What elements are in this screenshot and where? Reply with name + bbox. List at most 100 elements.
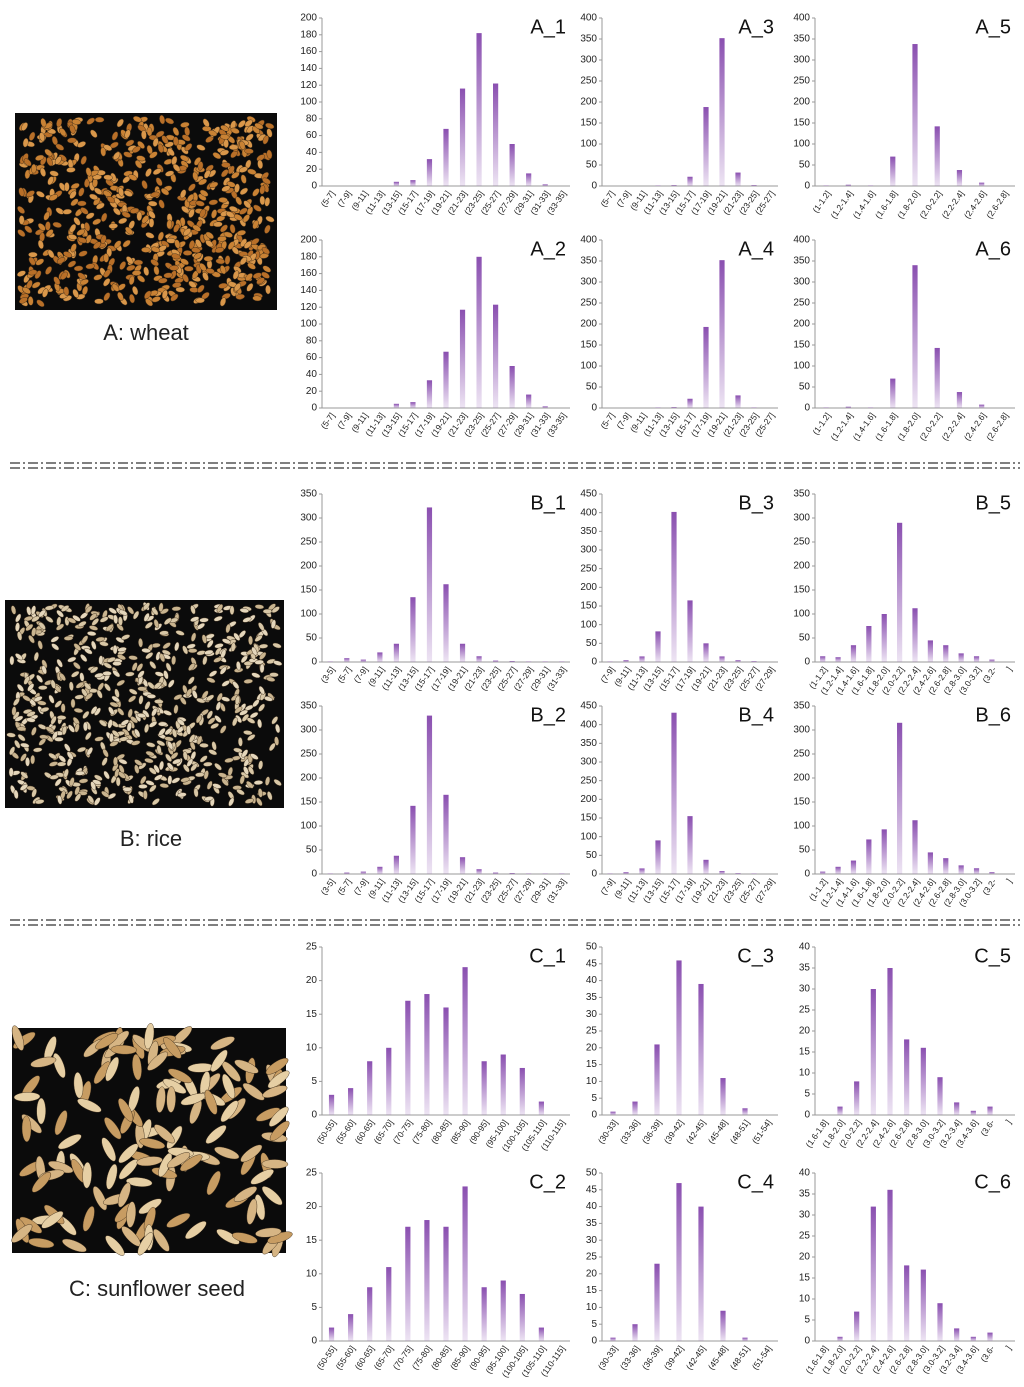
y-tick-label: 0 (804, 1336, 810, 1347)
y-tick-label: 200 (300, 773, 317, 784)
seed (218, 197, 228, 203)
y-tick-label: 350 (300, 489, 317, 500)
y-tick-label: 10 (306, 1268, 318, 1279)
y-tick-label: 50 (586, 942, 598, 953)
seed (264, 224, 271, 234)
seed (112, 661, 122, 666)
y-tick-label: 35 (799, 963, 811, 974)
seed (64, 182, 70, 192)
seed (191, 247, 201, 254)
seed (173, 223, 180, 233)
bar (654, 1044, 660, 1115)
bar (610, 1111, 616, 1115)
chart-title: B_4 (738, 704, 774, 726)
seed (122, 239, 131, 248)
seed (221, 169, 229, 178)
seed (47, 176, 54, 186)
y-tick-label: 250 (580, 76, 597, 87)
seed (18, 215, 25, 225)
y-tick-label: 100 (793, 139, 810, 150)
y-tick-label: 0 (591, 1336, 597, 1347)
seed (44, 148, 53, 157)
bar (954, 1102, 960, 1115)
seed (39, 167, 46, 177)
seed (128, 275, 135, 285)
seed (235, 196, 243, 206)
y-tick-label: 180 (300, 251, 317, 262)
y-tick-label: 350 (580, 34, 597, 45)
seed (188, 183, 196, 192)
y-tick-label: 400 (793, 235, 810, 246)
seed (192, 224, 201, 232)
seed (36, 1097, 46, 1125)
bar (719, 871, 725, 874)
bar (476, 256, 482, 408)
chart-title: A_2 (530, 238, 566, 260)
seed (117, 291, 124, 301)
y-tick-label: 350 (793, 489, 810, 500)
y-tick-label: 300 (793, 725, 810, 736)
bar (459, 643, 466, 662)
chart-title: A_3 (738, 16, 774, 38)
seed (245, 273, 253, 282)
x-tick-label: (30-33] (596, 1344, 620, 1372)
seed (28, 131, 36, 141)
bar (989, 659, 995, 662)
seed (83, 721, 88, 732)
bar (887, 968, 893, 1115)
seed (63, 286, 70, 296)
bar (687, 816, 693, 874)
seed (253, 780, 264, 785)
bar (720, 1310, 726, 1341)
seed (180, 258, 189, 266)
y-tick-label: 50 (586, 160, 598, 171)
bar (934, 347, 940, 408)
seed (151, 296, 161, 303)
seed (256, 154, 266, 162)
y-tick-label: 350 (300, 701, 317, 712)
seed (217, 235, 227, 242)
bar (476, 33, 482, 187)
bar (462, 1186, 468, 1341)
y-tick-label: 150 (793, 797, 810, 808)
seed (71, 119, 82, 125)
y-tick-label: 150 (580, 601, 597, 612)
bar (687, 600, 693, 662)
bar (519, 1293, 525, 1341)
seed (68, 233, 78, 240)
seed (112, 644, 118, 655)
seed (155, 130, 165, 138)
chart-title: A_5 (975, 16, 1011, 38)
y-tick-label: 50 (586, 850, 598, 861)
seed (269, 672, 279, 678)
seed (214, 247, 225, 253)
x-tick-label: (5-7] (319, 189, 337, 209)
y-tick-label: 50 (799, 633, 811, 644)
seed (78, 250, 88, 257)
bar (632, 1101, 638, 1115)
seed (126, 256, 134, 265)
x-tick-label: ] (1004, 1344, 1014, 1352)
y-tick-label: 200 (580, 794, 597, 805)
chart-title: C_2 (529, 1171, 566, 1193)
bar (887, 1189, 893, 1341)
chart-title: B_5 (975, 492, 1011, 514)
bar (735, 873, 741, 874)
seed (35, 258, 45, 266)
y-tick-label: 200 (793, 319, 810, 330)
seed (253, 204, 262, 212)
x-tick-label: (36-39] (640, 1344, 664, 1372)
bar (671, 185, 677, 186)
y-tick-label: 15 (586, 1285, 598, 1296)
seed (18, 187, 25, 197)
x-tick-label: (3.6- (978, 1344, 996, 1364)
y-tick-label: 250 (580, 298, 597, 309)
y-tick-label: 150 (580, 118, 597, 129)
seed (94, 298, 104, 305)
seed (172, 127, 180, 136)
bar (956, 392, 963, 408)
bar (719, 656, 725, 662)
seed (22, 138, 29, 148)
y-tick-label: 40 (306, 369, 318, 380)
